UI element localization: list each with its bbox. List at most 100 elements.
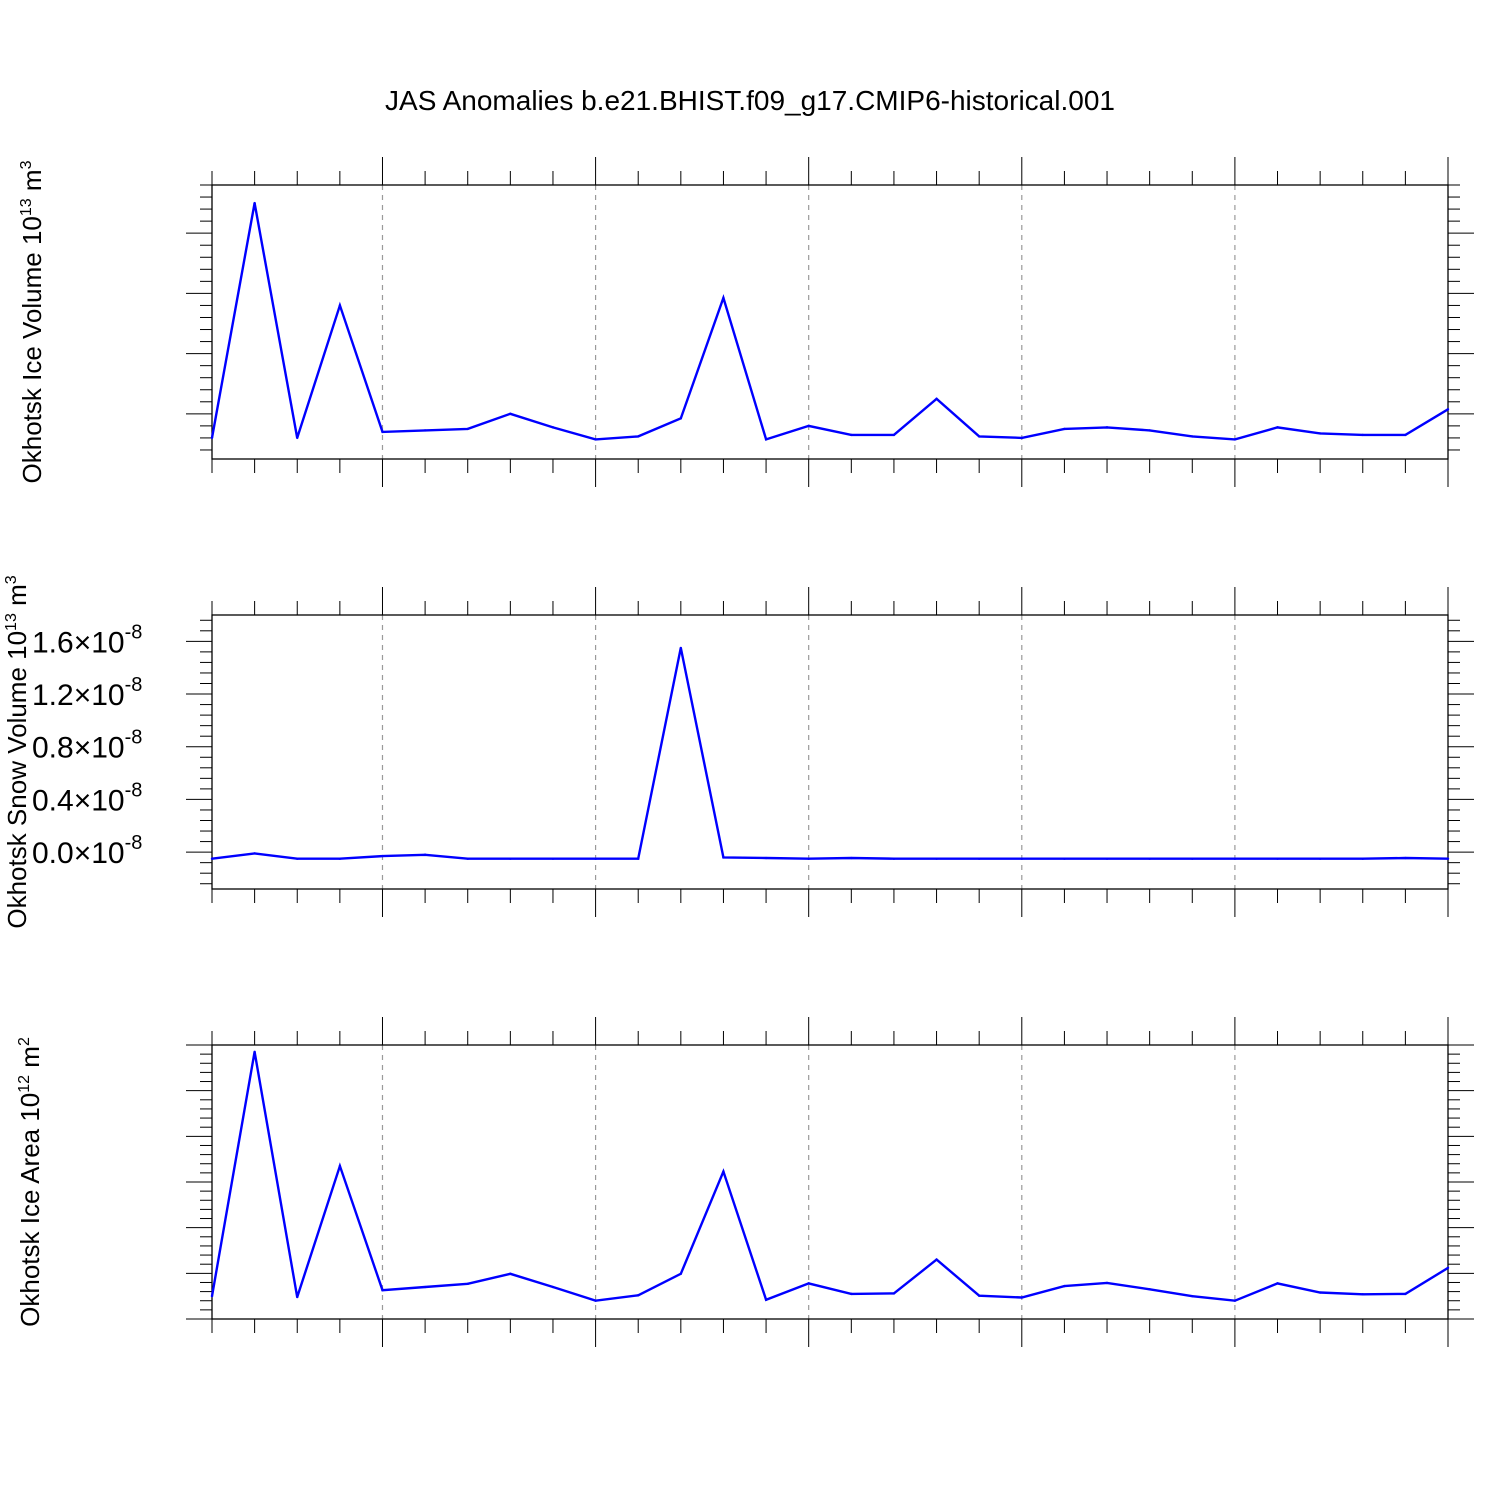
data-point [1063, 1284, 1066, 1288]
data-point [466, 857, 469, 860]
data-point [679, 1272, 683, 1275]
data-point [1446, 857, 1450, 860]
data-point [892, 1292, 896, 1295]
data-point [1318, 1291, 1322, 1294]
data-point [679, 646, 683, 650]
data-point [1233, 1299, 1237, 1302]
data-point [764, 438, 768, 441]
data-point [296, 436, 299, 440]
data-point [1191, 1294, 1194, 1298]
data-point [253, 1050, 256, 1054]
data-point [1404, 1292, 1407, 1296]
y-axis-title-main: Okhotsk Ice Volume 10 [17, 216, 47, 483]
chart-title: JAS Anomalies b.e21.BHIST.f09_g17.CMIP6-… [385, 85, 1115, 116]
data-point [637, 1294, 640, 1297]
data-point [850, 1292, 853, 1296]
y-tick-label: 1.2×10-8 [32, 674, 142, 712]
data-point [594, 857, 597, 860]
data-point [1020, 1296, 1023, 1299]
data-point [1318, 432, 1322, 435]
y-tick-exponent: -8 [125, 674, 143, 696]
data-point [338, 857, 342, 860]
data-point [551, 426, 555, 429]
data-point [892, 857, 896, 860]
data-point [594, 1299, 597, 1302]
data-point [722, 1170, 725, 1173]
ice-area-series-line [210, 1051, 1449, 1302]
data-point [977, 435, 981, 438]
data-point [210, 436, 214, 440]
data-point [1233, 438, 1237, 441]
data-point [466, 1282, 469, 1286]
ice-volume-panel: Okhotsk Ice Volume 1013 m3 [17, 157, 1474, 487]
data-point [296, 857, 299, 860]
y-tick-mantissa: 1.2 [32, 679, 74, 712]
data-point [850, 433, 853, 437]
y-axis-title-unit: m [2, 584, 32, 613]
data-point [253, 852, 256, 855]
data-point [637, 857, 640, 860]
data-point [935, 1258, 938, 1261]
y-tick-mantissa: 0.0 [32, 837, 74, 870]
y-tick-mantissa: 1.6 [32, 626, 74, 659]
data-point [1446, 1266, 1450, 1270]
data-point [551, 857, 555, 860]
data-point [551, 1285, 555, 1289]
data-point [338, 1164, 342, 1168]
y-tick-label: 0.0×10-8 [32, 832, 142, 870]
data-point [1020, 857, 1023, 860]
y-axis-title-unit-exponent: 3 [3, 575, 20, 584]
y-axis-title-main: Okhotsk Snow Volume 10 [2, 631, 32, 929]
y-tick-label: 0.4×10-8 [32, 779, 142, 817]
data-point [1233, 857, 1237, 860]
data-point [594, 438, 597, 441]
data-point [977, 1294, 981, 1297]
data-point [1276, 426, 1279, 429]
data-point [1276, 857, 1279, 860]
y-tick-label: 1.6×10-8 [32, 621, 142, 659]
y-tick-exponent: -8 [125, 779, 143, 801]
data-point [210, 1294, 214, 1298]
data-point [935, 397, 938, 400]
snow-volume-frame [211, 614, 1449, 890]
data-point [807, 424, 810, 428]
data-point [1361, 857, 1364, 860]
data-point [850, 856, 853, 860]
y-axis-title-unit-exponent: 3 [18, 160, 35, 169]
y-axis-title-unit-exponent: 2 [16, 1037, 33, 1046]
data-point [764, 856, 768, 860]
data-point [1191, 857, 1194, 860]
data-point [807, 857, 810, 860]
data-point [1361, 433, 1364, 437]
y-tick-label: 0.8×10-8 [32, 727, 142, 765]
data-point [1105, 857, 1109, 860]
data-point [423, 1285, 427, 1289]
ice-volume-series-line [210, 202, 1449, 441]
data-point [1148, 857, 1151, 860]
y-tick-exponent: -8 [125, 727, 143, 749]
data-point [509, 412, 512, 416]
y-tick-mantissa: 0.8 [32, 732, 74, 765]
y-axis-title: Okhotsk Ice Area 1012 m2 [15, 1037, 45, 1327]
data-point [1148, 429, 1151, 432]
y-axis-title-unit: m [15, 1046, 45, 1075]
data-point [381, 854, 384, 858]
y-axis-title: Okhotsk Snow Volume 1013 m3 [2, 575, 32, 928]
data-point [509, 857, 512, 860]
data-point [637, 435, 640, 438]
data-point [253, 201, 256, 205]
data-point [381, 1289, 384, 1292]
snow-volume-panel: 0.0×10-8 0.4×10-8 0.8×10-8 1.2×10-8 1.6×10-8… [2, 575, 1474, 929]
y-axis-title-exponent: 13 [18, 198, 35, 216]
data-point [1404, 856, 1407, 860]
data-point [935, 857, 938, 860]
data-point [296, 1295, 299, 1299]
y-axis-title-exponent: 12 [16, 1075, 33, 1093]
data-point [338, 304, 342, 307]
data-point [210, 857, 214, 860]
data-point [892, 433, 896, 437]
data-point [679, 417, 683, 420]
chart-panels: Okhotsk Ice Volume 1013 m30.0×10-80.4×10… [2, 157, 1474, 1347]
